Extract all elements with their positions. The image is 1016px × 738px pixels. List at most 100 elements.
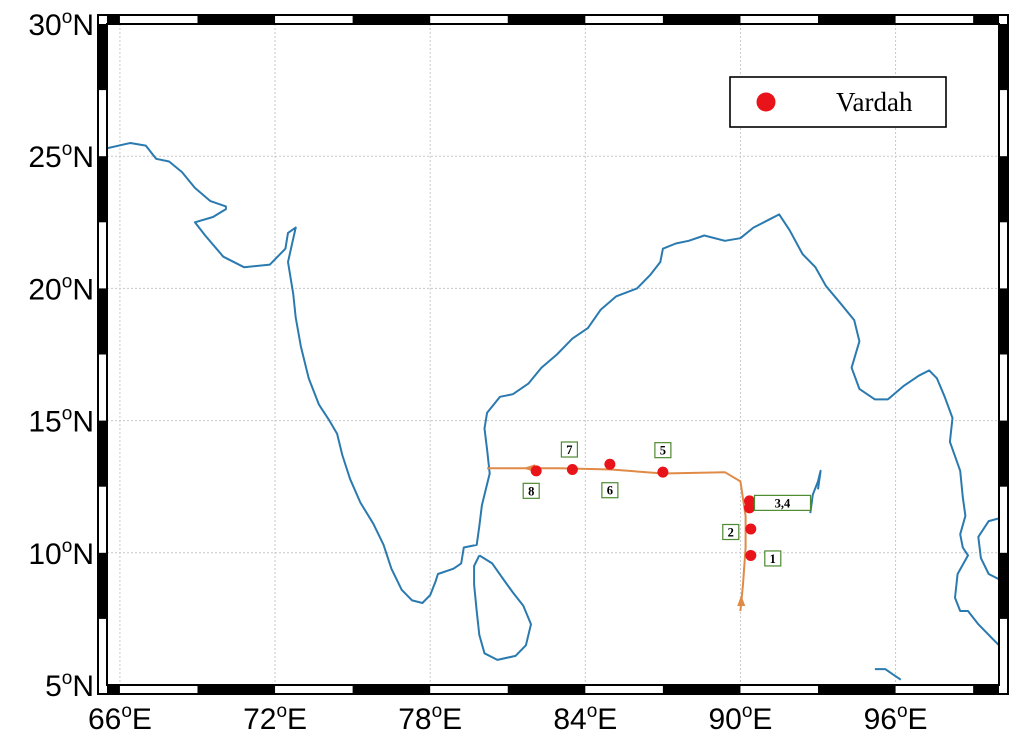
lon-tick-label: 96oE [864,701,928,736]
lat-tick-hemisphere: N [72,141,94,174]
lat-tick-label: 25oN [28,139,94,174]
lon-tick-number: 96 [864,703,897,736]
lat-tick-degree: o [62,7,73,28]
storm-fix-label: 8 [528,484,534,498]
frame-segment-top [507,15,586,24]
lon-tick-number: 72 [243,703,276,736]
frame-segment-bottom [352,685,431,694]
lon-tick-degree: o [897,701,908,722]
frame-segment-right [999,156,1008,223]
lon-tick-label: 72oE [243,701,307,736]
lon-tick-number: 90 [708,703,741,736]
frame-segment-bottom [507,685,586,694]
lon-tick-hemisphere: E [132,703,152,736]
lat-tick-hemisphere: N [72,273,94,306]
coastline-sumatra [874,668,902,681]
storm-fix-marker [745,549,757,561]
frame-segment-top [197,15,276,24]
lat-tick-number: 20 [28,273,61,306]
lon-tick-degree: o [432,701,443,722]
lon-tick-hemisphere: E [442,703,462,736]
track-start-arrow [737,595,746,607]
coastline-india-west [107,142,999,647]
legend-label: Vardah [836,87,913,117]
storm-fix-label: 1 [770,552,776,566]
storm-fix-marker [745,523,757,535]
frame-segment-left [98,420,107,487]
lat-tick-label: 20oN [28,271,94,306]
lat-tick-degree: o [62,668,73,689]
frame-segment-right [999,420,1008,487]
frame-segment-right [999,24,1008,91]
storm-fix-label-box [654,442,672,459]
frame-segment-left [98,288,107,355]
frame-segment-left [98,156,107,223]
lon-tick-label: 66oE [88,701,152,736]
lon-tick-degree: o [276,701,287,722]
lat-tick-degree: o [62,404,73,425]
storm-fix-marker [743,502,755,514]
lat-tick-degree: o [62,139,73,160]
lat-tick-hemisphere: N [72,670,94,703]
lon-tick-label: 90oE [708,701,772,736]
legend: Vardah [729,76,947,128]
coastline-sri-lanka [473,554,532,661]
lat-tick-number: 5 [45,670,62,703]
storm-fixes: 1 2 3,4 5 6 7 8 [522,441,812,567]
storm-fix-label-box [522,482,540,499]
coastline-malay-east [977,517,999,581]
frame-segment-bottom [107,685,120,694]
lon-tick-hemisphere: E [597,703,617,736]
storm-fix-label-box [601,482,619,499]
lat-tick-label: 30oN [28,7,94,42]
storm-fix-label: 3,4 [775,496,791,510]
track-line [487,467,747,612]
frame-segment-right [999,288,1008,355]
storm-fix-label: 2 [728,526,734,540]
frame-segment-bottom [973,685,999,694]
storm-fix-label-box [560,441,578,458]
lon-tick-label: 78oE [398,701,462,736]
frame-segment-top [352,15,431,24]
lon-tick-hemisphere: E [287,703,307,736]
lon-tick-label: 84oE [553,701,617,736]
map-frame [97,14,1009,695]
storm-fix-marker [566,464,578,476]
storm-fix-label: 5 [660,444,666,458]
lat-tick-degree: o [62,536,73,557]
frame-segment-top [818,15,896,24]
lon-tick-degree: o [742,701,753,722]
frame-segment-left [98,24,107,91]
frame-segment-left [98,552,107,619]
lat-tick-hemisphere: N [72,9,94,42]
frame-segment-right [999,552,1008,619]
lon-tick-number: 84 [553,703,586,736]
lon-tick-hemisphere: E [752,703,772,736]
lat-tick-number: 30 [28,9,61,42]
lat-tick-hemisphere: N [72,406,94,439]
lat-tick-number: 10 [28,538,61,571]
lon-tick-hemisphere: E [908,703,928,736]
storm-fix-marker [530,465,542,477]
storm-fix-marker [604,458,616,470]
frame-segment-top [973,15,999,24]
lon-tick-degree: o [121,701,132,722]
storm-fix-label: 6 [607,484,613,498]
frame-segment-top [662,15,741,24]
coastlines [107,142,999,681]
storm-fix-marker [657,466,669,478]
lat-tick-label: 5oN [45,668,94,703]
lon-tick-number: 78 [398,703,431,736]
frame-segment-bottom [818,685,896,694]
lat-tick-label: 10oN [28,536,94,571]
storm-fix-label-box [753,494,812,511]
lon-tick-number: 66 [88,703,121,736]
frame-segment-bottom [197,685,276,694]
lat-tick-label: 15oN [28,404,94,439]
lat-tick-hemisphere: N [72,538,94,571]
lat-tick-number: 25 [28,141,61,174]
lon-tick-degree: o [587,701,598,722]
coastline-andaman [809,469,822,514]
